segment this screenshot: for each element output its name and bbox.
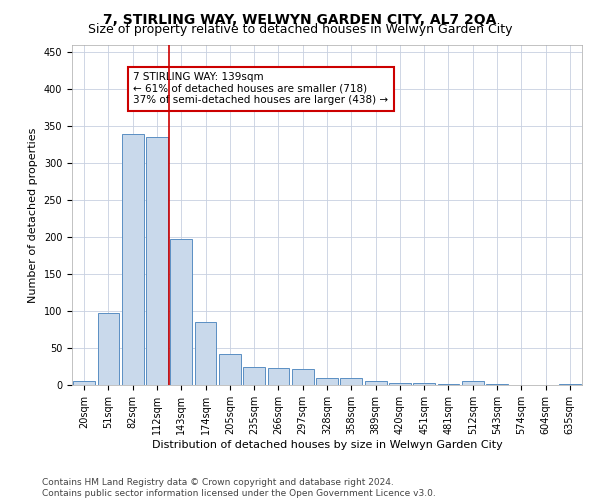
Bar (462, 382, 484, 385)
Bar (437, 384, 460, 385)
Bar (146, 136, 168, 385)
Bar (170, 240, 192, 385)
Bar (365, 382, 386, 385)
Bar (73, 382, 95, 385)
Bar (97, 314, 119, 385)
Bar (122, 134, 143, 385)
Text: 7 STIRLING WAY: 139sqm
← 61% of detached houses are smaller (718)
37% of semi-de: 7 STIRLING WAY: 139sqm ← 61% of detached… (133, 72, 388, 106)
Y-axis label: Number of detached properties: Number of detached properties (28, 128, 38, 302)
Text: 7, STIRLING WAY, WELWYN GARDEN CITY, AL7 2QA: 7, STIRLING WAY, WELWYN GARDEN CITY, AL7… (103, 12, 497, 26)
Bar (316, 378, 338, 385)
Bar (559, 384, 581, 385)
Bar (268, 368, 289, 385)
Bar (243, 366, 265, 385)
Bar (292, 368, 314, 385)
Bar (194, 322, 217, 385)
Bar (219, 354, 241, 385)
Bar (340, 378, 362, 385)
X-axis label: Distribution of detached houses by size in Welwyn Garden City: Distribution of detached houses by size … (152, 440, 502, 450)
Text: Size of property relative to detached houses in Welwyn Garden City: Size of property relative to detached ho… (88, 22, 512, 36)
Text: Contains HM Land Registry data © Crown copyright and database right 2024.
Contai: Contains HM Land Registry data © Crown c… (42, 478, 436, 498)
Bar (389, 383, 411, 385)
Bar (486, 384, 508, 385)
Bar (413, 383, 435, 385)
